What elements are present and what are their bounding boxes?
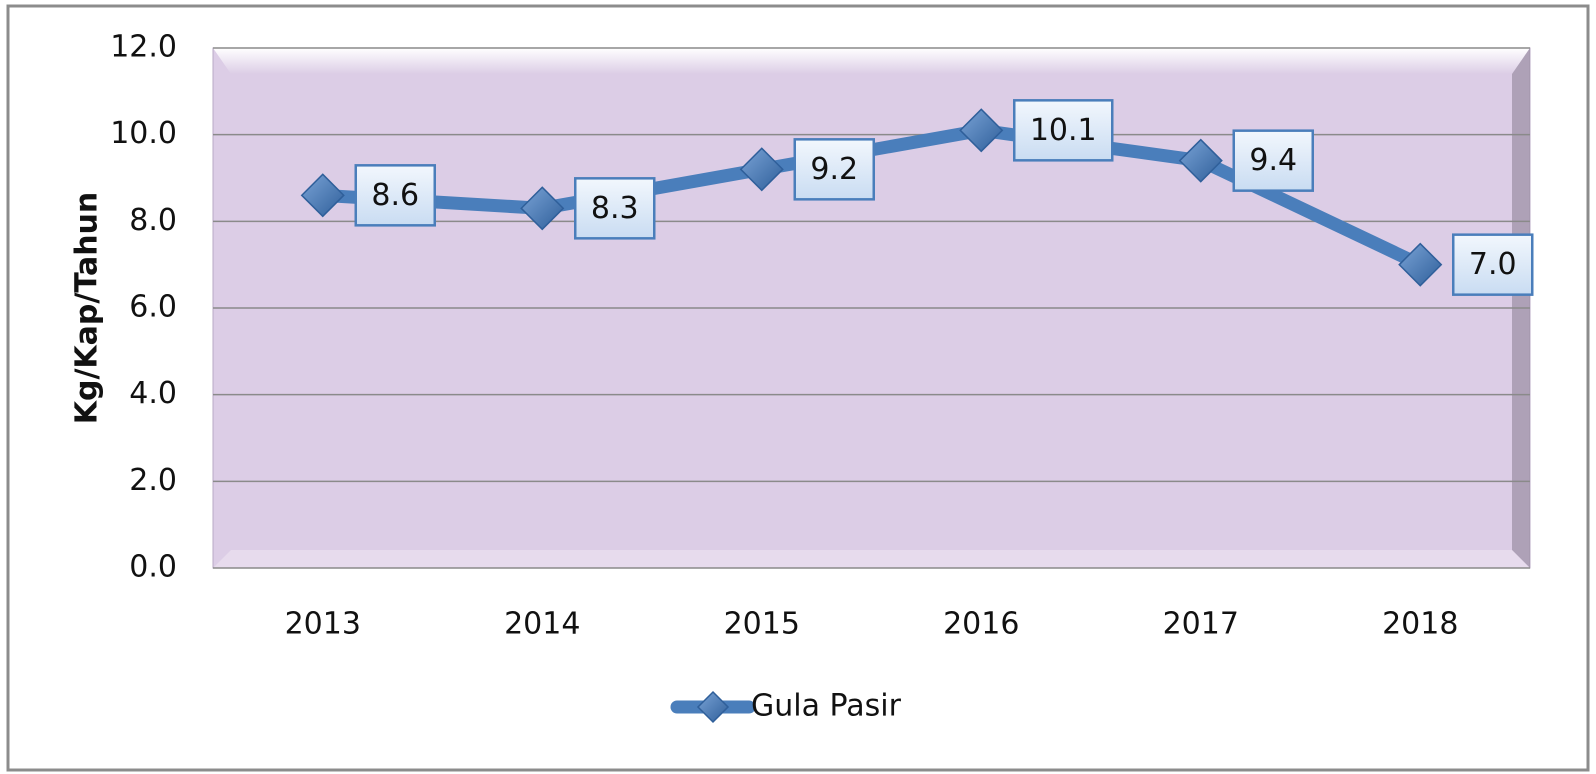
data-point (959, 108, 1004, 153)
plot-bevel (213, 48, 1530, 74)
data-label-box (1013, 99, 1114, 162)
data-label-box (1232, 129, 1314, 192)
data-point (300, 173, 345, 218)
y-tick-label: 12.0 (110, 30, 177, 65)
x-tick-label: 2013 (285, 607, 361, 642)
data-label: 10.1 (1030, 113, 1097, 148)
y-tick-label: 6.0 (129, 290, 177, 325)
data-point (1398, 242, 1443, 287)
x-tick-label: 2016 (943, 607, 1019, 642)
y-tick-label: 8.0 (129, 203, 177, 238)
x-tick-label: 2014 (504, 607, 580, 642)
legend-marker (696, 690, 730, 724)
data-label-box (793, 138, 875, 201)
legend-label: Gula Pasir (751, 689, 902, 724)
x-tick-label: 2017 (1163, 607, 1239, 642)
data-label: 9.2 (810, 152, 858, 187)
y-tick-label: 2.0 (129, 463, 177, 498)
y-tick-label: 4.0 (129, 376, 177, 411)
data-label-box (1452, 233, 1534, 296)
data-point (1178, 138, 1223, 183)
data-point (520, 186, 565, 231)
data-label: 9.4 (1249, 143, 1297, 178)
y-axis-label: Kg/Kap/Tahun (70, 192, 105, 425)
data-label-box (574, 177, 656, 240)
y-tick-label: 0.0 (129, 550, 177, 585)
x-tick-label: 2018 (1382, 607, 1458, 642)
data-point (739, 147, 784, 192)
y-tick-label: 10.0 (110, 116, 177, 151)
data-label: 8.3 (591, 191, 639, 226)
data-label: 8.6 (371, 178, 419, 213)
data-label-box (354, 164, 436, 227)
plot-bevel (213, 550, 1530, 568)
data-label: 7.0 (1469, 247, 1517, 282)
x-tick-label: 2015 (724, 607, 800, 642)
